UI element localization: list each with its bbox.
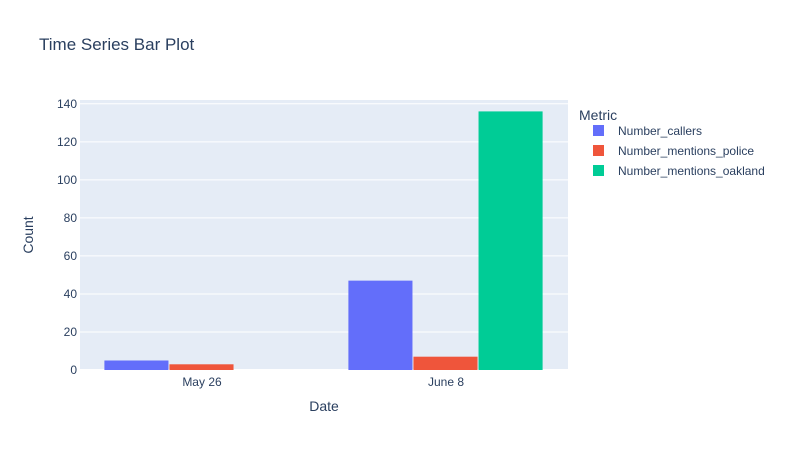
bar-number-mentions-oakland[interactable]: [478, 111, 543, 370]
y-tick-label: 20: [64, 325, 78, 339]
y-tick-label: 80: [64, 211, 78, 225]
bar-number-mentions-police[interactable]: [413, 356, 478, 370]
y-tick-label: 120: [57, 135, 77, 149]
legend[interactable]: Number_callers Number_mentions_police Numb…: [593, 124, 765, 178]
y-tick-label: 140: [57, 97, 77, 111]
x-tick-label: May 26: [182, 375, 222, 389]
legend-swatch[interactable]: [593, 125, 604, 136]
bar-number-callers[interactable]: [104, 360, 169, 370]
legend-swatch[interactable]: [593, 145, 604, 156]
y-tick-label: 0: [70, 363, 77, 377]
legend-title: Metric: [579, 107, 617, 123]
chart-title: Time Series Bar Plot: [39, 35, 195, 54]
y-tick-label: 40: [64, 287, 78, 301]
y-axis-title: Count: [20, 216, 36, 253]
bars: [104, 111, 543, 370]
legend-swatch[interactable]: [593, 165, 604, 176]
x-tick-labels: May 26 June 8: [182, 375, 464, 389]
y-tick-label: 100: [57, 173, 77, 187]
y-tick-label: 60: [64, 249, 78, 263]
legend-item-label[interactable]: Number_mentions_police: [618, 144, 754, 158]
y-tick-labels: 0 20 40 60 80 100 120 140: [57, 97, 77, 377]
legend-item-label[interactable]: Number_callers: [618, 124, 702, 138]
bar-number-callers[interactable]: [348, 280, 413, 370]
x-axis-title: Date: [309, 398, 339, 414]
x-tick-label: June 8: [428, 375, 464, 389]
bar-number-mentions-police[interactable]: [169, 364, 234, 370]
legend-item-label[interactable]: Number_mentions_oakland: [618, 164, 765, 178]
